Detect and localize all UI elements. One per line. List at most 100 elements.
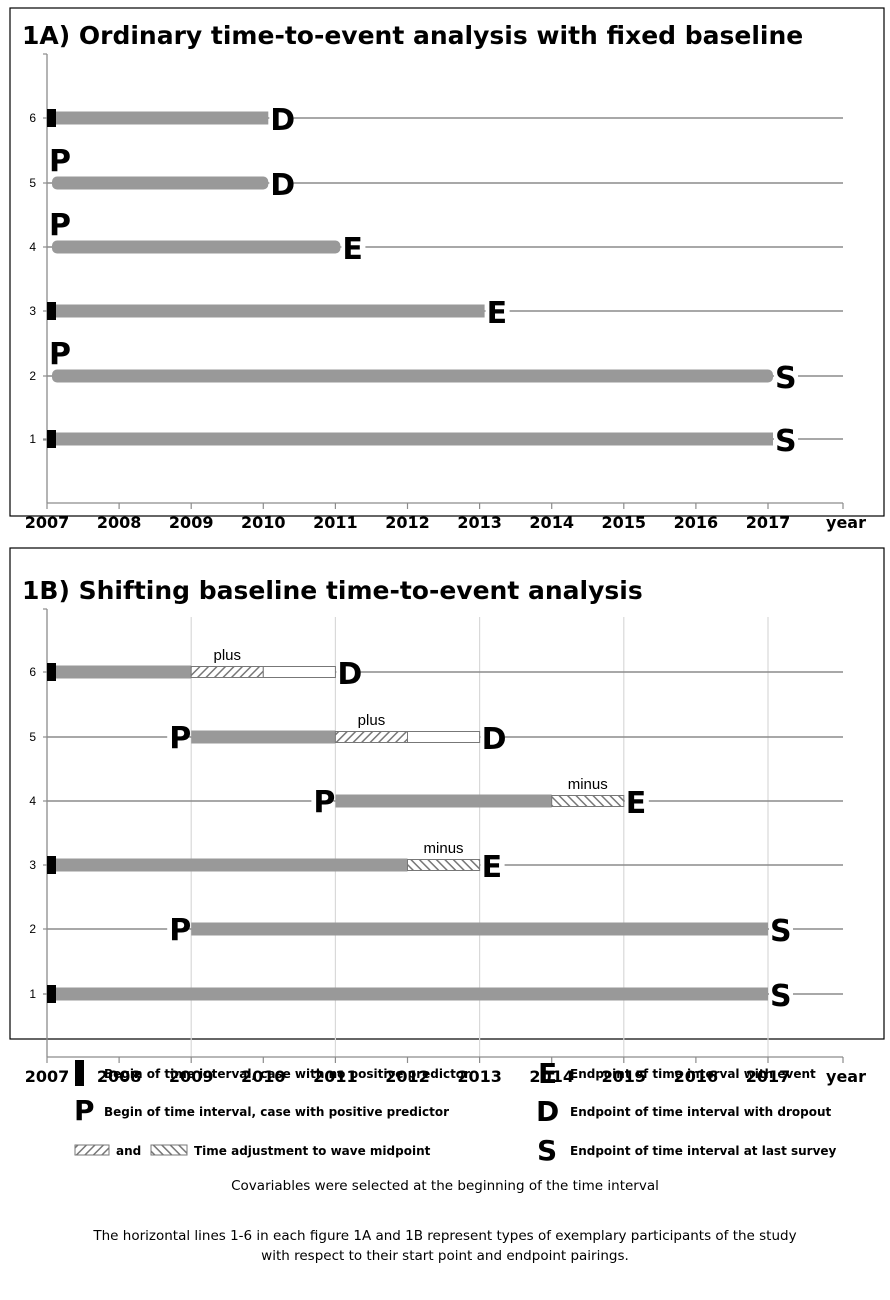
description-note-line2: with respect to their start point and en… — [261, 1248, 629, 1264]
panel-b-minus-adjustment-segment — [407, 859, 481, 871]
panel-a-end-E-marker: E — [342, 232, 363, 267]
panel-b-row-label: 1 — [29, 987, 36, 1001]
panel-a-interval-bar — [52, 111, 269, 125]
panel-b-x-tick-label: 2007 — [25, 1067, 70, 1086]
panel-b-row-label: 2 — [29, 922, 36, 936]
panel-a-row-label: 6 — [29, 111, 36, 125]
panel-b: 1B) Shifting baseline time-to-event anal… — [9, 547, 885, 1086]
panel-a-x-tick-label: 2012 — [385, 513, 430, 532]
legend-s-symbol: S — [537, 1134, 557, 1167]
panel-a-start-p-marker: P — [49, 144, 71, 179]
panel-b-start-marker-backing — [167, 915, 190, 943]
panel-a-interval-bar — [52, 369, 773, 383]
panel-b-frame — [9, 547, 885, 1040]
panel-a-end-marker-backing — [341, 234, 366, 260]
panel-b-start-p-marker: P — [169, 913, 191, 948]
panel-b-x-tick-label: 2014 — [529, 1067, 574, 1086]
panel-a-interval-bar — [52, 432, 773, 446]
panel-b-adjustment-label: minus — [424, 840, 464, 857]
panel-a-end-marker-backing — [485, 298, 510, 324]
panel-b-x-tick-label: 2008 — [97, 1067, 142, 1086]
panel-a-frame — [9, 7, 885, 517]
panel-b-end-marker-backing — [336, 659, 361, 685]
panel-a: 1A) Ordinary time-to-event analysis with… — [9, 7, 885, 532]
panel-a-row-label: 1 — [29, 432, 36, 446]
panel-b-start-marker-backing — [167, 723, 190, 751]
panel-a-end-S-marker: S — [775, 361, 797, 396]
panel-b-end-marker-backing — [769, 916, 793, 942]
panel-b-end-D-marker: D — [482, 722, 507, 757]
panel-b-interval-bar — [191, 730, 336, 744]
legend-time-adjustment-label: Time adjustment to wave midpoint — [194, 1144, 431, 1158]
panel-b-end-marker-backing — [480, 852, 505, 878]
panel-a-row-label: 4 — [29, 240, 36, 254]
panel-a-title: 1A) Ordinary time-to-event analysis with… — [22, 21, 803, 50]
panel-a-x-tick-label: 2009 — [169, 513, 214, 532]
panel-a-start-bar-marker — [47, 302, 56, 320]
panel-b-start-bar-marker — [47, 856, 56, 874]
legend-minus-hatch-icon — [150, 1144, 188, 1156]
legend-e-symbol: E — [538, 1057, 557, 1090]
panel-b-row-label: 6 — [29, 665, 36, 679]
panel-a-interval-bar — [52, 240, 341, 254]
panel-b-end-marker-backing — [624, 788, 649, 814]
panel-b-x-tick-label: 2015 — [602, 1067, 647, 1086]
legend-positive-predictor-label: Begin of time interval, case with positi… — [104, 1105, 449, 1119]
panel-a-row-label: 3 — [29, 304, 36, 318]
legend-event-label: Endpoint of time interval with event — [570, 1067, 816, 1081]
panel-a-row-label: 5 — [29, 176, 36, 190]
panel-b-interval-bar — [52, 665, 192, 679]
panel-b-x-tick-label: 2012 — [385, 1067, 430, 1086]
panel-a-end-marker-backing — [774, 426, 798, 452]
panel-a-x-tick-label: 2007 — [25, 513, 70, 532]
panel-b-x-tick-label: 2009 — [169, 1067, 214, 1086]
panel-b-end-E-marker: E — [626, 786, 647, 821]
panel-b-end-marker-backing — [480, 724, 505, 750]
legend-dropout-label: Endpoint of time interval with dropout — [570, 1105, 831, 1119]
panel-a-end-marker-backing — [774, 363, 798, 389]
panel-b-x-tick-label: 2017 — [746, 1067, 791, 1086]
panel-b-start-p-marker: P — [313, 785, 335, 820]
panel-a-end-D-marker: D — [270, 103, 295, 138]
panel-b-row-label: 5 — [29, 730, 36, 744]
panel-a-interval-bar — [52, 176, 269, 190]
panel-b-x-unit-label: year — [826, 1067, 866, 1086]
panel-b-plus-adjustment-segment — [334, 731, 408, 743]
panel-a-x-tick-label: 2010 — [241, 513, 286, 532]
panel-a-x-tick-label: 2015 — [602, 513, 647, 532]
panel-b-end-S-marker: S — [770, 979, 792, 1014]
panel-a-x-tick-label: 2014 — [529, 513, 574, 532]
panel-b-x-tick-label: 2013 — [457, 1067, 502, 1086]
panel-b-start-marker-backing — [311, 787, 334, 815]
panel-b-x-tick-label: 2011 — [313, 1067, 358, 1086]
panel-a-start-bar-marker — [47, 430, 56, 448]
panel-b-row-label: 3 — [29, 858, 36, 872]
panel-b-start-p-marker: P — [169, 721, 191, 756]
panel-b-minus-adjustment-segment — [551, 795, 625, 807]
panel-a-x-tick-label: 2016 — [674, 513, 719, 532]
panel-a-x-tick-label: 2013 — [457, 513, 502, 532]
description-note-line1: The horizontal lines 1-6 in each figure … — [92, 1228, 796, 1244]
legend-and-word: and — [116, 1144, 141, 1158]
panel-b-start-bar-marker — [47, 985, 56, 1003]
panel-b-interval-bar — [52, 858, 408, 872]
panel-a-x-tick-label: 2008 — [97, 513, 142, 532]
legend-no-predictor-label: Begin of time interval, case with no pos… — [104, 1067, 470, 1081]
legend-start-bar-icon — [75, 1060, 84, 1086]
panel-b-row-label: 4 — [29, 794, 36, 808]
panel-b-excluded-segment — [407, 731, 481, 743]
panel-b-end-S-marker: S — [770, 914, 792, 949]
panel-b-interval-bar — [335, 794, 552, 808]
panel-b-adjustment-label: plus — [358, 712, 386, 729]
legend-d-symbol: D — [536, 1095, 559, 1128]
covariables-note: Covariables were selected at the beginni… — [231, 1178, 659, 1194]
panel-a-start-bar-marker — [47, 109, 56, 127]
panel-b-excluded-segment — [262, 666, 336, 678]
panel-b-x-tick-label: 2016 — [674, 1067, 719, 1086]
panel-b-end-E-marker: E — [482, 850, 503, 885]
panel-a-x-tick-label: 2011 — [313, 513, 358, 532]
panel-b-start-bar-marker — [47, 663, 56, 681]
panel-a-interval-bar — [52, 304, 485, 318]
panel-a-start-p-marker: P — [49, 337, 71, 372]
